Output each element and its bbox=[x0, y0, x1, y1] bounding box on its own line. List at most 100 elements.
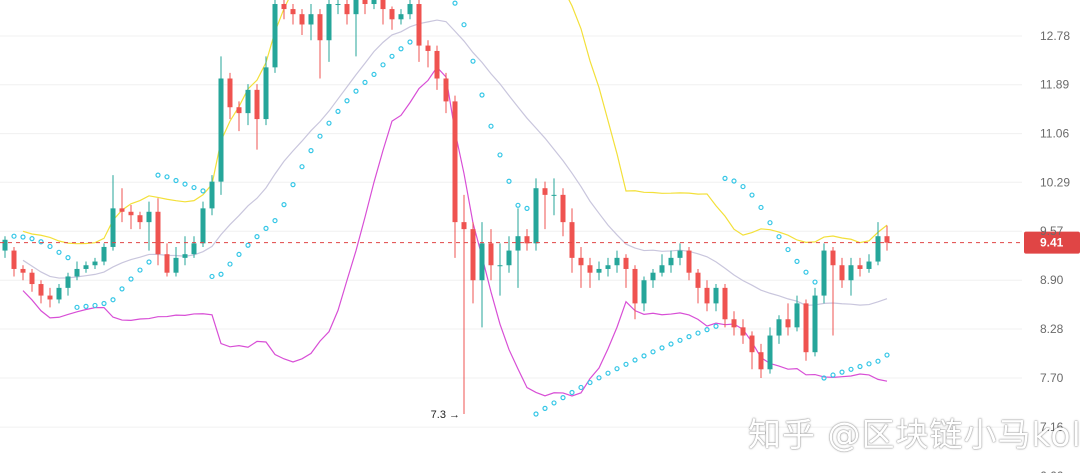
candle-body bbox=[146, 211, 152, 223]
y-tick-label: 6.66 bbox=[1040, 469, 1064, 473]
sar-dot bbox=[236, 251, 242, 258]
parabolic-sar bbox=[11, 0, 890, 417]
candle-body bbox=[209, 181, 215, 209]
candle-body bbox=[749, 335, 755, 353]
candle-body bbox=[578, 257, 584, 266]
sar-dot bbox=[794, 258, 800, 264]
candle bbox=[407, 0, 413, 20]
candle bbox=[128, 204, 134, 230]
candle-body bbox=[236, 107, 242, 114]
candle-body bbox=[641, 280, 647, 304]
sar-dot bbox=[281, 202, 287, 208]
candle bbox=[335, 0, 341, 15]
sar-dot bbox=[299, 164, 305, 170]
candle bbox=[695, 268, 701, 304]
candle-body bbox=[110, 208, 116, 247]
candle-body bbox=[776, 319, 782, 336]
sar-dot bbox=[353, 88, 359, 94]
sar-dot bbox=[623, 361, 629, 367]
sar-dot bbox=[110, 297, 116, 303]
candle bbox=[794, 295, 800, 332]
candle-body bbox=[128, 211, 134, 216]
candle bbox=[623, 254, 629, 288]
candle bbox=[650, 268, 656, 288]
candle-body bbox=[443, 78, 449, 102]
sar-dot bbox=[173, 177, 179, 184]
candle bbox=[866, 254, 872, 273]
candle bbox=[299, 9, 305, 35]
candle bbox=[803, 299, 809, 361]
y-tick-label: 11.06 bbox=[1040, 127, 1069, 141]
candle bbox=[839, 257, 845, 288]
candle bbox=[875, 222, 881, 266]
candle-body bbox=[830, 250, 836, 266]
candle bbox=[353, 0, 359, 57]
candle-body bbox=[614, 257, 620, 266]
candle bbox=[704, 280, 710, 312]
candle-body bbox=[389, 9, 395, 20]
candle bbox=[416, 0, 422, 62]
sar-dot bbox=[254, 233, 260, 240]
candle bbox=[344, 0, 350, 25]
candle bbox=[821, 243, 827, 304]
sar-dot bbox=[569, 389, 575, 396]
candle-body bbox=[20, 268, 26, 273]
sar-dot bbox=[758, 204, 764, 211]
sar-dot bbox=[245, 242, 251, 248]
candle bbox=[155, 198, 161, 266]
candle bbox=[191, 236, 197, 258]
candle bbox=[677, 243, 683, 266]
sar-dot bbox=[182, 181, 188, 187]
sar-dot bbox=[470, 58, 476, 64]
candle-body bbox=[254, 89, 260, 120]
low-marker-label: 7.3 → bbox=[431, 409, 460, 421]
candle-body bbox=[137, 215, 143, 223]
candle-body bbox=[677, 250, 683, 258]
sar-dot bbox=[326, 120, 332, 126]
candle bbox=[317, 9, 323, 79]
sar-dot bbox=[74, 304, 80, 310]
candle-body bbox=[623, 257, 629, 269]
candle bbox=[380, 0, 386, 25]
current-price-tag bbox=[1024, 231, 1080, 254]
candle-body bbox=[812, 295, 818, 353]
candle-body bbox=[533, 188, 539, 244]
candle bbox=[272, 0, 278, 73]
candle-body bbox=[704, 287, 710, 304]
candle bbox=[101, 243, 107, 266]
candle bbox=[524, 229, 530, 251]
candle bbox=[488, 229, 494, 281]
candle bbox=[398, 9, 404, 25]
candle bbox=[515, 208, 521, 288]
sar-dot bbox=[200, 188, 206, 194]
sar-dot bbox=[812, 279, 818, 285]
sar-dot bbox=[407, 39, 413, 45]
candle-body bbox=[740, 327, 746, 336]
candle-body bbox=[551, 194, 557, 196]
y-tick-label: 10.29 bbox=[1040, 175, 1070, 189]
sar-dot bbox=[776, 234, 782, 240]
candle-body bbox=[488, 243, 494, 266]
sar-dot bbox=[380, 62, 386, 68]
sar-dot bbox=[155, 172, 161, 178]
sar-dot bbox=[29, 236, 35, 242]
y-tick-label: 11.89 bbox=[1040, 78, 1069, 92]
candle-body bbox=[569, 222, 575, 258]
candle-body bbox=[596, 268, 602, 273]
candle-body bbox=[695, 272, 701, 288]
candle-body bbox=[866, 261, 872, 269]
candle-body bbox=[83, 265, 89, 269]
candle-body bbox=[371, 0, 377, 5]
candle bbox=[218, 56, 224, 195]
candle-body bbox=[173, 257, 179, 273]
candle bbox=[137, 211, 143, 230]
candle-body bbox=[416, 4, 422, 46]
candle bbox=[587, 257, 593, 288]
candle-body bbox=[398, 14, 404, 20]
candle bbox=[146, 201, 152, 251]
candle-body bbox=[191, 243, 197, 255]
candle bbox=[290, 4, 296, 25]
candle-body bbox=[650, 272, 656, 281]
candle-body bbox=[731, 319, 737, 328]
sar-dot bbox=[227, 261, 233, 267]
